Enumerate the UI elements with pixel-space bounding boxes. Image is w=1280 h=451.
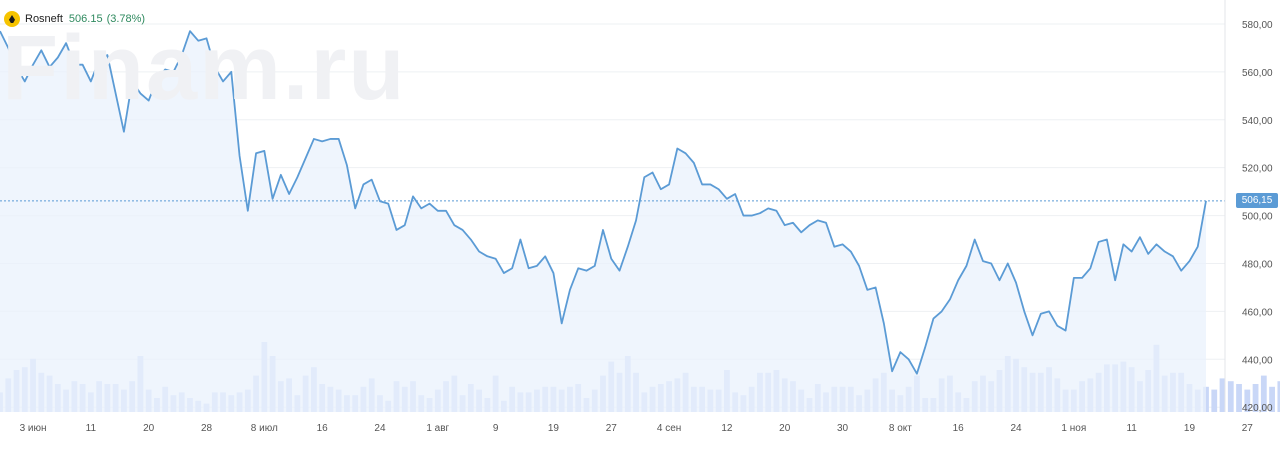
x-tick-label: 20	[779, 423, 791, 434]
volume-bar	[1252, 384, 1259, 412]
y-tick-label: 420,00	[1242, 403, 1273, 414]
x-tick-label: 19	[548, 423, 560, 434]
x-tick-label: 11	[86, 423, 97, 434]
price-change: (3.78%)	[106, 13, 146, 25]
x-tick-label: 9	[493, 423, 499, 434]
rosneft-logo-icon	[4, 11, 20, 27]
x-tick-label: 1 авг	[426, 423, 449, 434]
ticker-name: Rosneft	[25, 13, 63, 25]
price-area	[0, 31, 1206, 412]
x-tick-label: 11	[1126, 423, 1137, 434]
x-tick-label: 27	[1242, 423, 1254, 434]
area-layer	[0, 31, 1206, 412]
x-tick-label: 24	[374, 423, 386, 434]
volume-bar	[1236, 384, 1242, 412]
chart-header: Rosneft 506.15 (3.78%)	[4, 9, 145, 29]
x-tick-label: 24	[1010, 423, 1022, 434]
x-tick-label: 1 ноя	[1061, 423, 1086, 434]
x-tick-label: 16	[953, 423, 965, 434]
volume-bar	[1219, 378, 1226, 412]
current-price: 506.15	[68, 13, 103, 25]
price-line	[0, 30, 1207, 375]
watermark: Finam.ru	[2, 17, 407, 119]
x-tick-label: 8 окт	[889, 423, 912, 434]
y-tick-label: 460,00	[1242, 307, 1273, 318]
volume-bar	[1260, 375, 1267, 412]
x-tick-label: 12	[721, 423, 733, 434]
y-tick-label: 480,00	[1242, 259, 1273, 270]
volume-bar	[1277, 381, 1280, 412]
volume-bar	[1244, 389, 1251, 412]
line-layer	[0, 30, 1225, 375]
x-tick-label: 8 июл	[251, 423, 278, 434]
x-tick-label: 19	[1184, 423, 1196, 434]
volume-bar	[1269, 386, 1275, 412]
x-axis: 3 июн 11 20 28 8 июл 16 24 1 авг 9 19 27 4 сен 12 20 3…	[20, 423, 1254, 434]
x-tick-label: 16	[317, 423, 329, 434]
x-tick-label: 4 сен	[657, 423, 681, 434]
x-tick-label: 3 июн	[20, 423, 47, 434]
y-tick-label: 440,00	[1242, 355, 1273, 366]
volume-bar	[1211, 389, 1218, 412]
y-tick-label: 520,00	[1242, 164, 1273, 175]
y-tick-label: 500,00	[1242, 212, 1273, 223]
volume-bar	[1227, 381, 1234, 412]
x-tick-label: 20	[143, 423, 155, 434]
x-tick-label: 27	[606, 423, 618, 434]
x-tick-label: 28	[201, 423, 213, 434]
y-tick-label: 560,00	[1242, 68, 1273, 79]
y-tick-label: 540,00	[1242, 116, 1273, 127]
y-axis: 580,00 560,00 540,00 520,00 500,00 480,00 460,…	[1224, 0, 1273, 414]
last-price-tag: 506,15	[1236, 193, 1278, 209]
y-tick-label: 580,00	[1242, 20, 1273, 31]
x-tick-label: 30	[837, 423, 849, 434]
